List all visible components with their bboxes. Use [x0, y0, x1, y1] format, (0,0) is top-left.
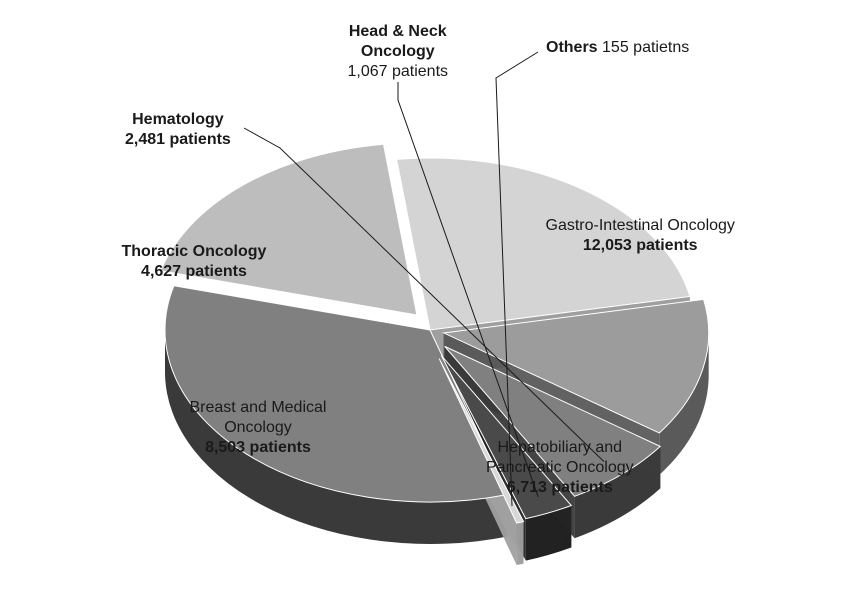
slice-label-title-others: Others	[546, 39, 598, 56]
slice-label-value-thoracic: 4,627 patients	[122, 262, 267, 282]
slice-label-value-headneck: 1,067 patients	[348, 62, 449, 82]
slice-label-value-others: 155 patietns	[602, 39, 689, 56]
slice-label-title-thoracic: Thoracic Oncology	[122, 242, 267, 262]
slice-label-thoracic: Thoracic Oncology4,627 patients	[122, 242, 267, 282]
slice-label-hema: Hematology2,481 patients	[125, 110, 231, 150]
slice-label-hepato: Hepatobiliary and Pancreatic Oncology6,7…	[486, 438, 634, 498]
slice-label-breast: Breast and Medical Oncology8,503 patient…	[190, 398, 327, 458]
slice-label-title-hema: Hematology	[125, 110, 231, 130]
slice-label-headneck: Head & Neck Oncology1,067 patients	[348, 22, 449, 82]
slice-label-value-hema: 2,481 patients	[125, 130, 231, 150]
slice-label-title-breast: Breast and Medical Oncology	[190, 398, 327, 438]
slice-label-title-headneck: Head & Neck Oncology	[348, 22, 449, 62]
slice-label-others: Others 155 patietns	[546, 38, 689, 58]
slice-label-title-hepato: Hepatobiliary and Pancreatic Oncology	[486, 438, 634, 478]
slice-label-value-gi: 12,053 patients	[546, 236, 735, 256]
pie-chart-svg	[0, 0, 849, 606]
slice-label-gi: Gastro-Intestinal Oncology12,053 patient…	[546, 216, 735, 256]
slice-label-value-hepato: 6,713 patients	[486, 478, 634, 498]
slice-label-value-breast: 8,503 patients	[190, 438, 327, 458]
chart-stage: Gastro-Intestinal Oncology12,053 patient…	[0, 0, 849, 606]
slice-label-title-gi: Gastro-Intestinal Oncology	[546, 216, 735, 236]
